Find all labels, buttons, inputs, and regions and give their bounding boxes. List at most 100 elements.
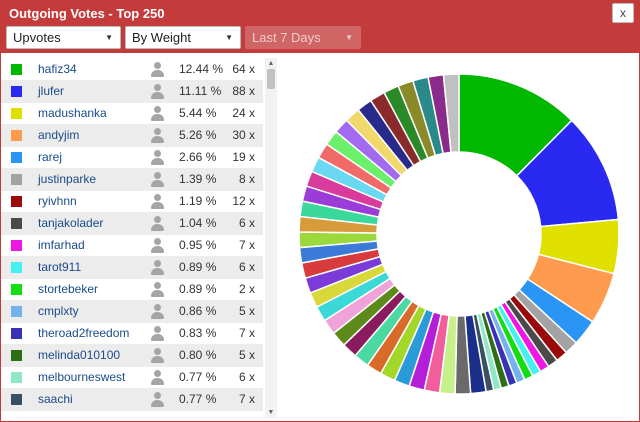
vote-count: 2 x: [238, 282, 255, 296]
user-icon[interactable]: [151, 282, 164, 297]
user-icon[interactable]: [151, 260, 164, 275]
vote-type-select[interactable]: Upvotes ▼: [6, 26, 121, 49]
voter-name-link[interactable]: hafiz34: [38, 62, 77, 76]
vote-count: 88 x: [232, 84, 255, 98]
scroll-down-icon[interactable]: ▼: [267, 409, 275, 416]
period-select: Last 7 Days ▼: [245, 26, 361, 49]
color-swatch: [11, 350, 22, 361]
list-item[interactable]: cmplxty 0.86 % 5 x: [1, 300, 263, 323]
user-icon[interactable]: [151, 216, 164, 231]
vote-weight-percent: 0.86 %: [179, 304, 217, 318]
vote-weight-percent: 0.95 %: [179, 238, 217, 252]
color-swatch: [11, 152, 22, 163]
vote-count: 7 x: [238, 326, 255, 340]
vote-count: 5 x: [238, 304, 255, 318]
voter-name-link[interactable]: ryivhnn: [38, 194, 77, 208]
list-item[interactable]: hafiz34 12.44 % 64 x: [1, 58, 263, 81]
list-item[interactable]: tanjakolader 1.04 % 6 x: [1, 212, 263, 235]
vote-count: 6 x: [238, 260, 255, 274]
vote-count: 7 x: [238, 238, 255, 252]
user-icon[interactable]: [151, 392, 164, 407]
vote-weight-percent: 0.89 %: [179, 260, 217, 274]
user-icon[interactable]: [151, 84, 164, 99]
user-icon[interactable]: [151, 304, 164, 319]
vote-weight-percent: 0.89 %: [179, 282, 217, 296]
chevron-down-icon: ▼: [105, 33, 113, 42]
voter-name-link[interactable]: cmplxty: [38, 304, 79, 318]
list-item[interactable]: imfarhad 0.95 % 7 x: [1, 234, 263, 257]
color-swatch: [11, 64, 22, 75]
list-item[interactable]: melbourneswest 0.77 % 6 x: [1, 366, 263, 389]
color-swatch: [11, 130, 22, 141]
voter-name-link[interactable]: saachi: [38, 392, 73, 406]
vote-weight-percent: 0.77 %: [179, 392, 217, 406]
voter-name-link[interactable]: theroad2freedom: [38, 326, 130, 340]
list-item[interactable]: theroad2freedom 0.83 % 7 x: [1, 322, 263, 345]
chevron-down-icon: ▼: [225, 33, 233, 42]
voter-name-link[interactable]: imfarhad: [38, 238, 85, 252]
list-item[interactable]: andyjim 5.26 % 30 x: [1, 124, 263, 147]
user-icon[interactable]: [151, 172, 164, 187]
list-item[interactable]: melinda010100 0.80 % 5 x: [1, 344, 263, 367]
scroll-thumb[interactable]: [267, 69, 275, 89]
vote-count: 6 x: [238, 370, 255, 384]
period-value: Last 7 Days: [252, 30, 321, 45]
vote-count: 64 x: [232, 62, 255, 76]
vote-count: 5 x: [238, 348, 255, 362]
votes-donut-chart: [298, 73, 620, 395]
user-icon[interactable]: [151, 150, 164, 165]
voter-name-link[interactable]: melinda010100: [38, 348, 121, 362]
list-item[interactable]: stortebeker 0.89 % 2 x: [1, 278, 263, 301]
user-icon[interactable]: [151, 370, 164, 385]
vote-count: 8 x: [238, 172, 255, 186]
vote-count: 6 x: [238, 216, 255, 230]
vote-count: 30 x: [232, 128, 255, 142]
chevron-down-icon: ▼: [345, 33, 353, 42]
vote-type-value: Upvotes: [13, 30, 61, 45]
user-icon[interactable]: [151, 194, 164, 209]
voter-name-link[interactable]: tarot911: [38, 260, 82, 274]
user-icon[interactable]: [151, 128, 164, 143]
vote-count: 12 x: [232, 194, 255, 208]
color-swatch: [11, 372, 22, 383]
user-icon[interactable]: [151, 238, 164, 253]
title-bar: Outgoing Votes - Top 250 x Upvotes ▼ By …: [1, 1, 639, 53]
scroll-up-icon[interactable]: ▲: [267, 60, 275, 67]
sort-by-value: By Weight: [132, 30, 192, 45]
list-item[interactable]: madushanka 5.44 % 24 x: [1, 102, 263, 125]
window-title: Outgoing Votes - Top 250: [9, 6, 165, 21]
voter-name-link[interactable]: stortebeker: [38, 282, 99, 296]
close-button[interactable]: x: [612, 3, 634, 23]
user-icon[interactable]: [151, 348, 164, 363]
voter-name-link[interactable]: andyjim: [38, 128, 80, 142]
user-icon[interactable]: [151, 106, 164, 121]
voter-list: hafiz34 12.44 % 64 x jlufer 11.11 % 88 x madus…: [1, 58, 278, 418]
color-swatch: [11, 240, 22, 251]
sort-by-select[interactable]: By Weight ▼: [125, 26, 241, 49]
voter-name-link[interactable]: madushanka: [38, 106, 107, 120]
vote-weight-percent: 11.11 %: [179, 84, 222, 98]
list-item[interactable]: justinparke 1.39 % 8 x: [1, 168, 263, 191]
list-item[interactable]: ryivhnn 1.19 % 12 x: [1, 190, 263, 213]
list-item[interactable]: tarot911 0.89 % 6 x: [1, 256, 263, 279]
list-item[interactable]: rarej 2.66 % 19 x: [1, 146, 263, 169]
vote-weight-percent: 0.83 %: [179, 326, 217, 340]
user-icon[interactable]: [151, 62, 164, 77]
color-swatch: [11, 394, 22, 405]
color-swatch: [11, 306, 22, 317]
color-swatch: [11, 262, 22, 273]
user-icon[interactable]: [151, 326, 164, 341]
vote-weight-percent: 5.44 %: [179, 106, 217, 120]
voter-name-link[interactable]: tanjakolader: [38, 216, 104, 230]
list-item[interactable]: jlufer 11.11 % 88 x: [1, 80, 263, 103]
voter-name-link[interactable]: jlufer: [38, 84, 65, 98]
pie-slice[interactable]: [442, 73, 460, 154]
voter-name-link[interactable]: rarej: [38, 150, 63, 164]
voter-name-link[interactable]: melbourneswest: [38, 370, 126, 384]
vote-weight-percent: 0.77 %: [179, 370, 217, 384]
vote-weight-percent: 12.44 %: [179, 62, 224, 76]
list-item[interactable]: saachi 0.77 % 7 x: [1, 388, 263, 411]
list-scrollbar[interactable]: ▲ ▼: [265, 58, 277, 418]
voter-name-link[interactable]: justinparke: [38, 172, 97, 186]
